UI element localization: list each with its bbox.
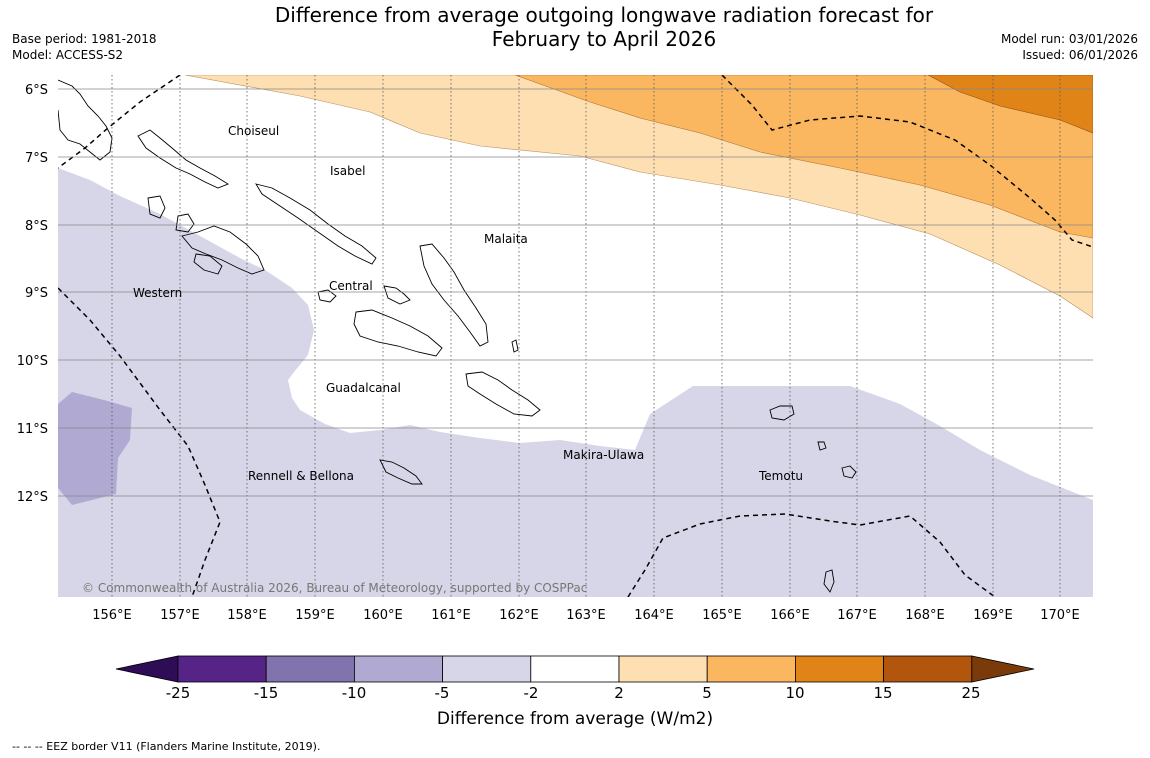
- colorbar: [115, 655, 1035, 683]
- lon-label: 160°E: [363, 608, 403, 623]
- island-rennell: [379, 459, 423, 485]
- lon-label: 168°E: [905, 608, 945, 623]
- longitude-labels: 156°E 157°E 158°E 159°E 160°E 161°E 162°…: [92, 608, 1080, 623]
- colorbar-segment: [618, 655, 708, 683]
- region-label-temotu: Temotu: [758, 469, 803, 483]
- colorbar-tick: 10: [785, 684, 805, 702]
- colorbar-tick: -15: [253, 684, 279, 702]
- map-title: Difference from average outgoing longwav…: [274, 3, 934, 51]
- colorbar-tick: -5: [434, 684, 450, 702]
- colorbar-tick: -10: [341, 684, 367, 702]
- island-guadalcanal: [353, 309, 443, 357]
- island-florida: [317, 289, 337, 303]
- latitude-labels: 6°S 7°S 8°S 9°S 10°S 11°S 12°S: [17, 83, 48, 505]
- colorbar-arrow-low: [115, 655, 179, 683]
- islands: [58, 79, 857, 593]
- lat-label: 7°S: [25, 151, 48, 166]
- region-label-malaita: Malaita: [484, 232, 528, 246]
- eez-border-south: [627, 513, 996, 597]
- lat-label: 8°S: [25, 219, 48, 234]
- lon-label: 159°E: [295, 608, 335, 623]
- lon-label: 165°E: [702, 608, 742, 623]
- lon-label: 170°E: [1040, 608, 1080, 623]
- colorbar-tick: 5: [702, 684, 712, 702]
- colorbar-tick: -2: [523, 684, 539, 702]
- meta-right: Model run: 03/01/2026 Issued: 06/01/2026: [1001, 31, 1138, 63]
- model-run: Model run: 03/01/2026: [1000, 32, 1138, 46]
- island-russell: [383, 285, 411, 305]
- base-period: Base period: 1981-2018: [12, 32, 157, 46]
- colorbar-segment: [530, 655, 620, 683]
- island-vella-lavella: [147, 195, 166, 219]
- region-label-rennell-bellona: Rennell & Bellona: [248, 469, 354, 483]
- island-kolombangara: [175, 213, 195, 233]
- eez-border-east: [721, 75, 1093, 248]
- island-bougainville: [58, 79, 113, 161]
- lon-label: 156°E: [92, 608, 132, 623]
- longitude-gridlines: [111, 75, 1061, 597]
- lon-label: 167°E: [837, 608, 877, 623]
- region-label-choiseul: Choiseul: [228, 124, 279, 138]
- colorbar-segment: [265, 655, 355, 683]
- island-choiseul: [137, 129, 229, 189]
- colorbar-segment: [795, 655, 885, 683]
- lat-label: 12°S: [17, 490, 48, 505]
- meta-left: Base period: 1981-2018 Model: ACCESS-S2: [12, 31, 157, 63]
- lat-label: 10°S: [17, 354, 48, 369]
- issued-date: Issued: 06/01/2026: [1022, 48, 1138, 62]
- latitude-gridlines: [58, 88, 1093, 497]
- lon-label: 157°E: [160, 608, 200, 623]
- eez-footnote: -- -- -- EEZ border V11 (Flanders Marine…: [12, 740, 321, 753]
- lon-label: 164°E: [634, 608, 674, 623]
- colorbar-segment: [177, 655, 267, 683]
- island-ontong: [511, 339, 519, 353]
- island-new-georgia: [181, 225, 265, 275]
- colorbar-tick: -25: [165, 684, 191, 702]
- lon-label: 163°E: [566, 608, 606, 623]
- island-vanikoro: [841, 465, 857, 479]
- island-isabel: [255, 183, 377, 265]
- lon-label: 158°E: [227, 608, 267, 623]
- model-name: Model: ACCESS-S2: [12, 48, 124, 62]
- colorbar-tick: 15: [873, 684, 893, 702]
- colorbar-arrow-high: [971, 655, 1035, 683]
- region-label-isabel: Isabel: [330, 164, 365, 178]
- island-utupua: [817, 441, 827, 451]
- colorbar-tick: 25: [961, 684, 981, 702]
- island-anuta: [823, 569, 835, 593]
- region-label-guadalcanal: Guadalcanal: [326, 381, 401, 395]
- lon-label: 166°E: [770, 608, 810, 623]
- lat-label: 6°S: [25, 83, 48, 98]
- colorbar-segment: [353, 655, 443, 683]
- island-malaita: [419, 243, 489, 347]
- map-canvas: Choiseul Isabel Malaita Western Central …: [17, 75, 1093, 683]
- colorbar-tick: 2: [614, 684, 624, 702]
- island-makira: [465, 371, 541, 417]
- colorbar-segment: [883, 655, 973, 683]
- region-label-central: Central: [329, 279, 373, 293]
- region-label-makira-ulawa: Makira-Ulawa: [563, 448, 644, 462]
- colorbar-segment: [442, 655, 532, 683]
- lon-label: 162°E: [499, 608, 539, 623]
- copyright-notice: © Commonwealth of Australia 2026, Bureau…: [82, 581, 587, 595]
- anomaly-5-to-10: [514, 75, 1093, 239]
- region-labels: Choiseul Isabel Malaita Western Central …: [133, 124, 803, 483]
- anomaly-minus2-to-minus5: [58, 168, 1093, 597]
- lat-label: 9°S: [25, 286, 48, 301]
- island-vangunu: [193, 253, 223, 275]
- lon-label: 161°E: [431, 608, 471, 623]
- region-label-western: Western: [133, 286, 182, 300]
- anomaly-minus5-to-minus10: [58, 392, 132, 505]
- eez-borders: [58, 75, 1093, 597]
- colorbar-segment: [706, 655, 796, 683]
- map-area: Choiseul Isabel Malaita Western Central …: [58, 75, 1093, 597]
- colorbar-label: Difference from average (W/m2): [436, 709, 714, 729]
- lat-label: 11°S: [17, 422, 48, 437]
- island-santa-cruz: [769, 405, 795, 421]
- lon-label: 169°E: [973, 608, 1013, 623]
